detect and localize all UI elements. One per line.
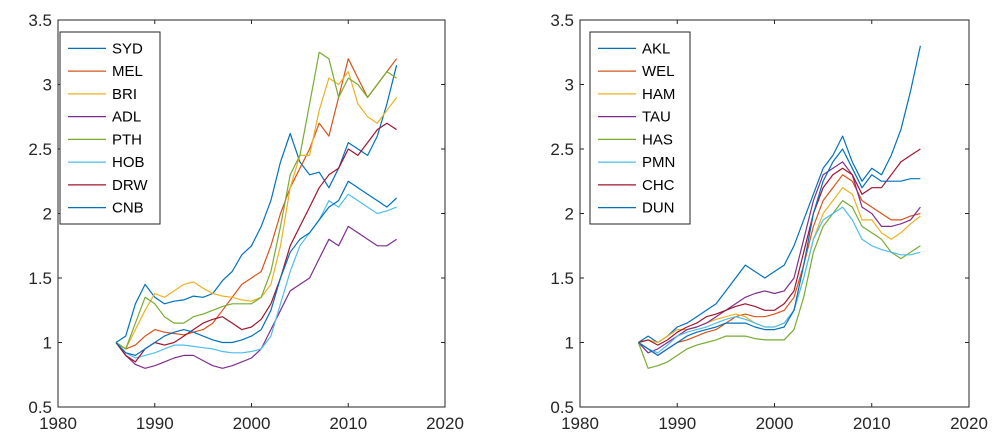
y-tick-label: 3.5 <box>28 11 52 30</box>
legend-label-ham: HAM <box>642 86 675 103</box>
legend-label-akl: AKL <box>642 40 670 57</box>
series-line-mel <box>115 58 398 350</box>
series-line-has <box>637 200 921 369</box>
legend-label-tau: TAU <box>642 109 671 126</box>
x-tick-label: 1990 <box>136 414 174 433</box>
legend-box <box>59 31 161 225</box>
x-tick-label: 1980 <box>39 414 77 433</box>
y-tick-label: 0.5 <box>28 398 52 417</box>
y-tick-label: 1 <box>565 334 574 353</box>
legend-label-wel: WEL <box>642 63 675 80</box>
x-tick-label: 2000 <box>756 414 794 433</box>
series-line-tau <box>637 161 921 354</box>
series-line-wel <box>638 174 921 356</box>
legend-label-chc: CHC <box>642 177 675 194</box>
x-tick-label: 2020 <box>426 414 464 433</box>
series-line-cnb <box>115 180 398 356</box>
legend-label-hob: HOB <box>112 154 145 171</box>
series-line-syd <box>115 65 398 344</box>
legend-box <box>589 31 691 225</box>
legend-label-adl: ADL <box>112 109 141 126</box>
y-tick-label: 2 <box>565 205 574 224</box>
series-line-akl <box>638 45 921 344</box>
y-tick-label: 2.5 <box>28 140 52 159</box>
y-tick-label: 1 <box>43 334 52 353</box>
y-tick-label: 3 <box>565 76 574 95</box>
series-line-chc <box>638 148 921 346</box>
legend-label-mel: MEL <box>112 63 143 80</box>
x-tick-label: 1980 <box>561 414 599 433</box>
legend-label-syd: SYD <box>112 40 143 57</box>
y-tick-label: 1.5 <box>550 269 574 288</box>
series-line-bri <box>115 70 398 350</box>
chart-panel-1: 1980 1990 2000 2010 2020 0.5 1 1.5 2 2.5 3 3.5 SYD ME… <box>28 11 464 433</box>
legend-label-bri: BRI <box>112 86 137 103</box>
y-tick-label: 2.5 <box>550 140 574 159</box>
x-tick-label: 2010 <box>329 414 367 433</box>
series-line-hob <box>115 193 397 359</box>
y-tick-label: 3.5 <box>550 11 574 30</box>
y-tick-label: 0.5 <box>550 398 574 417</box>
series-line-dun <box>638 148 921 356</box>
x-tick-label: 2000 <box>233 414 271 433</box>
y-tick-label: 3 <box>43 76 52 95</box>
legend-label-pth: PTH <box>112 131 142 148</box>
chart-panel-2: 1980 1990 2000 2010 2020 0.5 1 1.5 2 2.5 3 3.5 AKL WE… <box>550 11 988 433</box>
series-line-drw <box>115 122 397 363</box>
legend-label-drw: DRW <box>112 177 148 194</box>
series-line-adl <box>115 225 397 369</box>
x-tick-label: 1990 <box>658 414 696 433</box>
legend: SYD MEL BRI ADL PTH HOB DRW CNB <box>59 31 161 225</box>
x-tick-label: 2020 <box>950 414 988 433</box>
y-tick-label: 2 <box>43 205 52 224</box>
legend-label-pmn: PMN <box>642 154 675 171</box>
x-tick-label: 2010 <box>853 414 891 433</box>
legend-label-has: HAS <box>642 131 673 148</box>
series-line-pmn <box>638 206 921 354</box>
y-tick-label: 1.5 <box>28 269 52 288</box>
legend-label-cnb: CNB <box>112 200 144 217</box>
series-line-pth <box>115 51 397 350</box>
legend-label-dun: DUN <box>642 200 675 217</box>
legend: AKL WEL HAM TAU HAS PMN CHC DUN <box>589 31 691 225</box>
